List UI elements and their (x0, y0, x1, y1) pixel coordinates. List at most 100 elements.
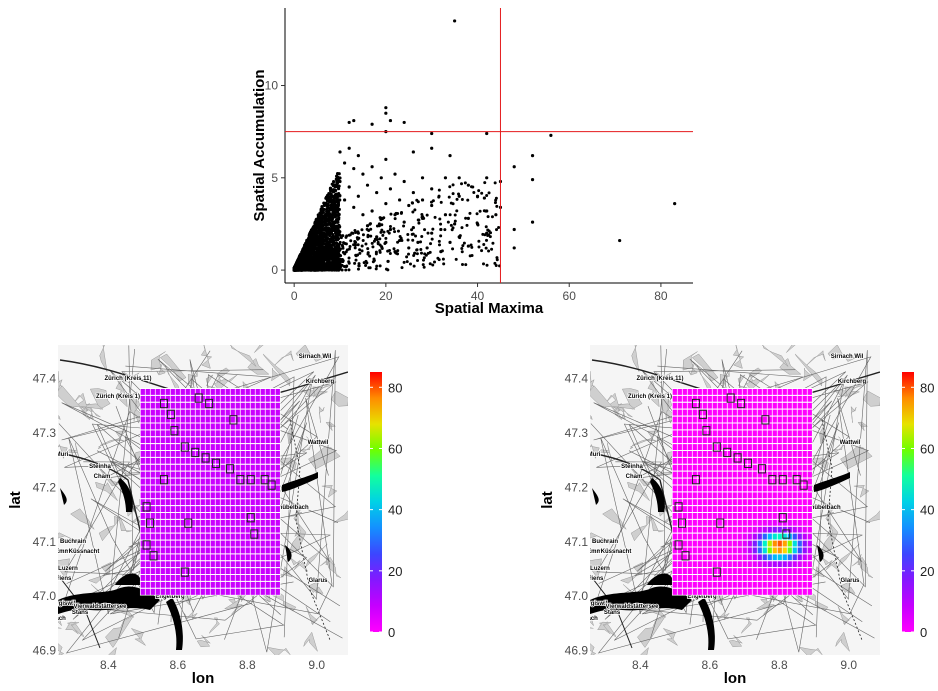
heatmap-cell (240, 416, 245, 423)
heatmap-cell (210, 409, 215, 416)
scatter-point (335, 268, 338, 271)
heatmap-cell (205, 519, 210, 526)
heatmap-cell (717, 492, 722, 499)
heatmap-cell (697, 485, 702, 492)
heatmap-cell (672, 471, 677, 478)
scatter-point (324, 235, 327, 238)
heatmap-cell (240, 430, 245, 437)
heatmap-cell (757, 485, 762, 492)
lon-axis-title: lon (192, 670, 215, 686)
heatmap-cell (240, 547, 245, 554)
heatmap-cell (270, 437, 275, 444)
heatmap-cell (702, 499, 707, 506)
heatmap-cell (772, 492, 777, 499)
heatmap-cell (747, 423, 752, 430)
heatmap-cell (752, 499, 757, 506)
heatmap-cell (235, 547, 240, 554)
scatter-point (379, 243, 382, 246)
scatter-point (323, 217, 326, 220)
heatmap-cell (747, 451, 752, 458)
heatmap-cell (250, 575, 255, 582)
heatmap-cell (175, 499, 180, 506)
heatmap-cell (180, 561, 185, 568)
heatmap-cell (195, 402, 200, 409)
heatmap-cell (190, 506, 195, 513)
heatmap-cell (230, 430, 235, 437)
heatmap-cell (692, 423, 697, 430)
heatmap-cell (180, 395, 185, 402)
scatter-point (378, 222, 381, 225)
heatmap-cell (250, 588, 255, 595)
heatmap-cell (702, 457, 707, 464)
heatmap-cell (682, 395, 687, 402)
heatmap-cell (772, 485, 777, 492)
heatmap-cell (757, 402, 762, 409)
heatmap-cell (235, 402, 240, 409)
x-axis-title: Spatial Maxima (435, 300, 544, 317)
heatmap-cell (712, 464, 717, 471)
heatmap-cell (792, 430, 797, 437)
heatmap-cell (757, 395, 762, 402)
heatmap-cell (802, 471, 807, 478)
scatter-point (351, 232, 354, 235)
heatmap-cell (150, 457, 155, 464)
heatmap-cell (807, 451, 812, 458)
heatmap-cell (677, 389, 682, 396)
scatter-point (476, 222, 479, 225)
heatmap-cell (190, 416, 195, 423)
scatter-point (531, 220, 534, 223)
heatmap-cell (722, 506, 727, 513)
heatmap-cell (767, 492, 772, 499)
heatmap-cell (195, 554, 200, 561)
heatmap-cell (270, 506, 275, 513)
heatmap-cell (175, 547, 180, 554)
heatmap-cell (180, 554, 185, 561)
heatmap-cell (712, 423, 717, 430)
heatmap-cell (140, 444, 145, 451)
map-place-label: Kriens (585, 576, 604, 582)
heatmap-cell (185, 519, 190, 526)
heatmap-cell (782, 457, 787, 464)
scatter-point (485, 194, 488, 197)
heatmap-cell (195, 457, 200, 464)
heatmap-cell (205, 588, 210, 595)
heatmap-cell (255, 402, 260, 409)
heatmap-cell (210, 588, 215, 595)
heatmap-cell (215, 568, 220, 575)
heatmap-cell (220, 416, 225, 423)
heatmap-cell (752, 519, 757, 526)
heatmap-cell (722, 395, 727, 402)
map-place-label: Zürich (Kreis 1) (628, 394, 672, 400)
scatter-point (482, 262, 485, 265)
heatmap-cell (767, 451, 772, 458)
scatter-point (421, 176, 424, 179)
heatmap-cell (195, 581, 200, 588)
heatmap-cell (807, 444, 812, 451)
heatmap-cell (792, 540, 797, 547)
heatmap-cell (235, 395, 240, 402)
heatmap-cell (692, 526, 697, 533)
heatmap-cell (150, 423, 155, 430)
heatmap-cell (787, 464, 792, 471)
scatter-point (330, 203, 333, 206)
map-place-label: Ibach (582, 616, 598, 622)
heatmap-cell (210, 478, 215, 485)
heatmap-cell (807, 519, 812, 526)
heatmap-cell (270, 478, 275, 485)
scatter-point (357, 154, 360, 157)
scatter-point (361, 249, 364, 252)
heatmap-cell (230, 451, 235, 458)
scatter-point (393, 230, 396, 233)
heatmap-cell (220, 568, 225, 575)
heatmap-cell (265, 533, 270, 540)
scatter-point (362, 233, 365, 236)
heatmap-cell (210, 561, 215, 568)
heatmap-cell (260, 457, 265, 464)
heatmap-cell (772, 457, 777, 464)
heatmap-cell (255, 588, 260, 595)
heatmap-cell (225, 561, 230, 568)
heatmap-cell (205, 464, 210, 471)
heatmap-cell (682, 485, 687, 492)
heatmap-cell (225, 588, 230, 595)
colorbar-tick-label: 40 (388, 503, 402, 518)
